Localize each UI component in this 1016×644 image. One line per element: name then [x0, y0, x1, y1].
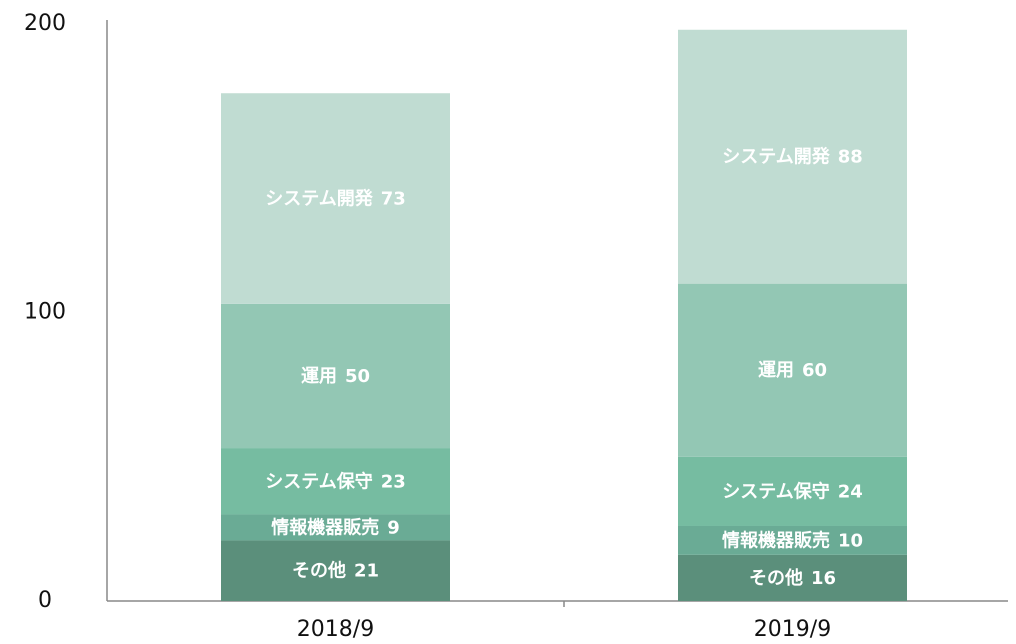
segment-value: 9 [387, 517, 400, 538]
segment-label: その他 21 [292, 560, 379, 582]
y-tick-label: 200 [24, 11, 66, 36]
segment-label: 情報機器販売 10 [722, 529, 863, 551]
bar-segment [221, 448, 450, 515]
bar-segment [678, 554, 907, 601]
segment-value: 10 [838, 530, 863, 551]
segment-name: システム開発 [265, 188, 373, 210]
bar-segment [221, 514, 450, 541]
x-tick-label: 2018/9 [297, 617, 374, 642]
bar-segment [678, 283, 907, 457]
segment-value: 88 [838, 147, 863, 168]
segment-name: 情報機器販売 [722, 529, 830, 551]
segment-name: 運用 [758, 360, 794, 381]
segment-value: 50 [345, 366, 370, 387]
segment-value: 60 [802, 360, 827, 381]
bar-segment [678, 456, 907, 526]
segment-label: システム開発 88 [722, 146, 863, 168]
segment-name: その他 [292, 560, 346, 582]
segment-label: 運用 60 [758, 360, 827, 381]
segment-label: 運用 50 [301, 366, 370, 387]
segment-label: システム保守 23 [265, 470, 406, 492]
segment-label: システム保守 24 [722, 480, 863, 502]
bar-segment [221, 303, 450, 449]
segment-name: システム開発 [722, 146, 830, 168]
segment-name: システム保守 [265, 470, 372, 492]
bar-segment [678, 525, 907, 555]
segment-value: 24 [838, 481, 863, 502]
segment-value: 16 [811, 568, 836, 589]
segment-name: 情報機器販売 [271, 516, 379, 538]
bar-segment [221, 93, 450, 304]
y-tick-label: 100 [24, 300, 66, 325]
bar-segment [678, 29, 907, 284]
segment-name: その他 [749, 567, 803, 589]
segment-name: システム保守 [722, 480, 829, 502]
y-tick-label: 0 [38, 588, 52, 613]
segment-label: その他 16 [749, 567, 836, 589]
segment-value: 21 [354, 561, 379, 582]
segment-label: 情報機器販売 9 [271, 516, 400, 538]
segment-name: 運用 [301, 366, 337, 387]
bar-segment [221, 540, 450, 601]
segment-value: 73 [381, 189, 406, 210]
segment-label: システム開発 73 [265, 188, 406, 210]
segment-value: 23 [381, 471, 406, 492]
x-tick-label: 2019/9 [754, 617, 831, 642]
